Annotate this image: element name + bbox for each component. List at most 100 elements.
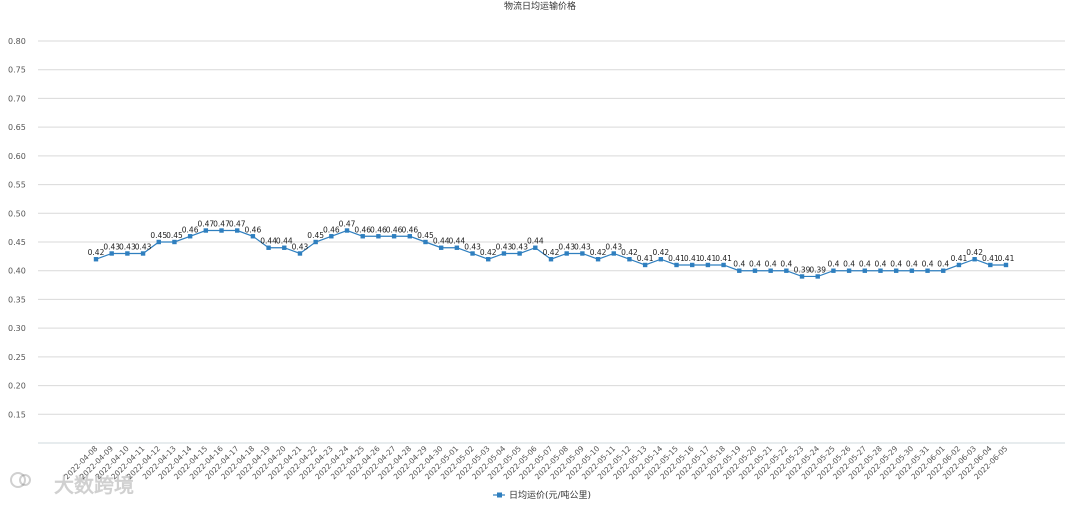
y-tick-label: 0.80 — [8, 37, 26, 46]
data-point — [831, 268, 836, 273]
data-point — [329, 234, 334, 239]
data-point — [925, 268, 930, 273]
data-point — [737, 268, 742, 273]
data-label: 0.43 — [103, 242, 120, 251]
chart-title: 物流日均运输价格 — [504, 0, 576, 12]
data-label: 0.41 — [700, 254, 717, 263]
data-label: 0.44 — [527, 237, 544, 246]
data-point — [172, 239, 177, 245]
data-point — [266, 245, 271, 250]
data-label: 0.4 — [780, 260, 792, 269]
data-point — [799, 274, 805, 279]
data-point — [501, 251, 507, 256]
data-label: 0.43 — [511, 242, 528, 251]
data-point — [815, 274, 820, 279]
data-label: 0.42 — [621, 248, 638, 257]
data-point — [674, 262, 679, 268]
data-point — [454, 245, 460, 250]
y-tick-label: 0.35 — [8, 295, 26, 304]
data-label: 0.42 — [590, 248, 607, 257]
data-label: 0.41 — [998, 254, 1015, 263]
data-point — [909, 268, 915, 273]
data-label: 0.46 — [354, 225, 371, 234]
data-point — [125, 251, 130, 256]
data-point — [391, 234, 397, 239]
data-label: 0.47 — [197, 220, 214, 229]
data-label: 0.43 — [119, 242, 136, 251]
data-label: 0.47 — [213, 220, 230, 229]
data-label: 0.47 — [339, 220, 356, 229]
data-label: 0.42 — [966, 248, 983, 257]
data-point — [486, 257, 491, 262]
data-label: 0.44 — [276, 237, 293, 246]
data-point — [282, 245, 287, 250]
y-tick-label: 0.15 — [8, 410, 26, 419]
data-point — [941, 268, 946, 273]
data-label: 0.4 — [749, 260, 761, 269]
data-label: 0.39 — [794, 265, 811, 274]
data-point — [893, 268, 899, 273]
data-point — [360, 234, 365, 239]
data-label: 0.4 — [765, 260, 777, 269]
data-label: 0.41 — [637, 254, 654, 263]
data-label: 0.42 — [480, 248, 497, 257]
data-label: 0.4 — [733, 260, 745, 269]
data-point — [109, 251, 114, 256]
data-point — [846, 268, 852, 273]
data-label: 0.43 — [464, 242, 481, 251]
data-label: 0.41 — [668, 254, 685, 263]
data-label: 0.4 — [922, 260, 934, 269]
data-label: 0.44 — [260, 237, 277, 246]
legend-marker — [497, 492, 502, 498]
watermark-logo-icon — [8, 470, 32, 495]
data-label: 0.4 — [827, 260, 839, 269]
data-label: 0.41 — [951, 254, 968, 263]
data-point — [235, 228, 240, 233]
data-point — [407, 234, 412, 239]
data-label: 0.39 — [809, 265, 826, 274]
data-label: 0.45 — [166, 231, 183, 240]
data-point — [517, 251, 522, 256]
data-label: 0.4 — [875, 260, 887, 269]
data-label: 0.43 — [135, 242, 152, 251]
data-label: 0.4 — [843, 260, 855, 269]
data-label: 0.46 — [323, 225, 340, 234]
data-point — [768, 268, 773, 273]
data-label: 0.46 — [245, 225, 262, 234]
data-point — [705, 262, 711, 268]
data-point — [752, 268, 758, 273]
data-point — [423, 239, 428, 245]
data-point — [862, 268, 867, 273]
watermark-text: 大数跨境 — [54, 473, 134, 497]
y-tick-label: 0.60 — [8, 152, 26, 161]
y-tick-label: 0.70 — [8, 94, 26, 103]
y-tick-label: 0.40 — [8, 267, 26, 276]
data-label: 0.41 — [982, 254, 999, 263]
data-point — [878, 268, 883, 273]
data-label: 0.4 — [859, 260, 871, 269]
data-point — [595, 257, 601, 262]
data-point — [658, 257, 664, 262]
data-label: 0.43 — [558, 242, 575, 251]
data-label: 0.43 — [292, 242, 309, 251]
data-label: 0.43 — [605, 242, 622, 251]
data-point — [250, 234, 256, 239]
data-point — [187, 234, 193, 239]
data-point — [344, 228, 350, 233]
data-point — [564, 251, 569, 256]
data-label: 0.43 — [574, 242, 591, 251]
data-label: 0.43 — [496, 242, 513, 251]
y-tick-label: 0.30 — [8, 324, 26, 333]
data-label: 0.42 — [652, 248, 669, 257]
data-point — [611, 251, 616, 256]
data-point — [988, 262, 993, 268]
data-point — [438, 245, 444, 250]
data-point — [533, 245, 538, 250]
y-tick-label: 0.55 — [8, 181, 26, 190]
data-point — [219, 228, 224, 233]
y-tick-label: 0.75 — [8, 66, 26, 75]
data-point — [140, 251, 146, 256]
data-point — [627, 257, 632, 262]
data-label: 0.42 — [88, 248, 105, 257]
